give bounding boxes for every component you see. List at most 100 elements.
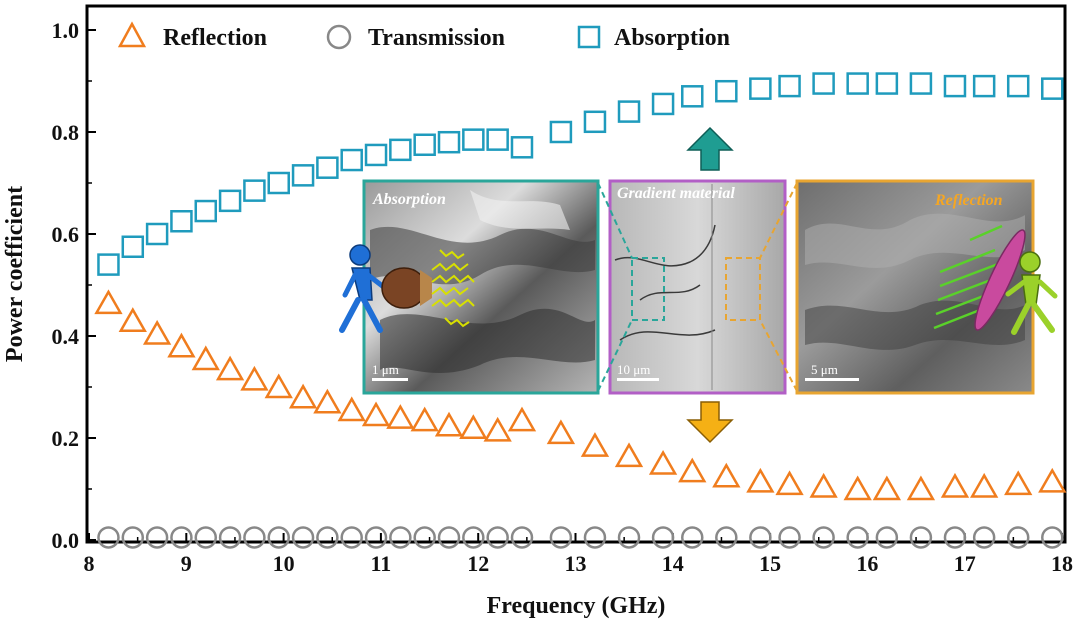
transmission-point [583, 526, 607, 549]
reflection-point [459, 414, 488, 440]
transmission-point [875, 526, 899, 549]
y-tick-label: 0.2 [52, 426, 80, 451]
absorption-point [812, 72, 835, 95]
transmission-point [1041, 526, 1064, 549]
y-tick-label: 0.6 [52, 222, 80, 247]
legend-label-transmission: Transmission [368, 25, 505, 51]
inset-connectors [597, 182, 798, 392]
absorption-point [715, 79, 738, 103]
y-axis-title: Power coefficient [2, 186, 28, 362]
y-tick-label: 0.0 [52, 528, 80, 553]
transmission-point [437, 526, 461, 549]
horn-icon [381, 267, 432, 309]
y-tick-label: 1.0 [52, 18, 80, 43]
legend-label-reflection: Reflection [163, 25, 267, 51]
x-tick-label: 15 [759, 551, 781, 576]
reflection-point [507, 406, 537, 432]
reflection-point [142, 319, 172, 345]
absorption-point [749, 77, 772, 100]
absorption-point [364, 143, 388, 167]
absorption-point [510, 136, 534, 159]
absorption-point [1041, 77, 1064, 100]
transmission-point [943, 526, 967, 549]
up-arrow-icon [686, 126, 734, 171]
reflection-point [94, 289, 123, 315]
transmission-point [972, 526, 996, 549]
reflection-point [546, 419, 576, 445]
series-layer [94, 72, 1067, 549]
transmission-point [651, 526, 675, 549]
inset-panel-absorption-title: Absorption [372, 191, 446, 208]
absorption-point [413, 133, 436, 156]
inset-panel-gradient-title: Gradient material [617, 185, 735, 202]
x-tick-label: 14 [662, 551, 684, 576]
reflection-point [483, 416, 512, 442]
absorption-point [243, 179, 266, 202]
absorption-point [389, 138, 412, 162]
transmission-point [218, 526, 242, 549]
inset-panel-reflection: Reflection 5 μm [795, 179, 1058, 395]
x-tick-label: 12 [467, 551, 489, 576]
absorption-point [972, 74, 996, 98]
reflection-point [386, 404, 415, 429]
transmission-point [1006, 526, 1030, 549]
reflection-point [746, 467, 775, 493]
transmission-point [170, 526, 193, 549]
absorption-point [778, 74, 801, 98]
absorption-point [617, 100, 641, 123]
inset-panel-reflection-title: Reflection [934, 192, 1003, 209]
x-tick-label: 9 [181, 551, 192, 576]
absorption-point [875, 72, 899, 95]
transmission-point [846, 526, 869, 549]
transmission-point [549, 526, 573, 549]
y-axis: 0.0 0.2 0.4 0.6 0.8 1.0 [52, 18, 96, 553]
absorption-point [97, 253, 120, 276]
inset-panel-gradient: Gradient material 10 μm [608, 179, 787, 395]
reflection-point [361, 401, 391, 427]
absorption-point [121, 235, 145, 258]
legend-square-icon [577, 25, 601, 49]
reflection-point [614, 442, 644, 468]
absorption-point [462, 128, 485, 151]
absorption-point [943, 74, 967, 98]
reflector-icon [974, 229, 1026, 331]
y-tick-label: 0.4 [52, 324, 80, 349]
reflection-point [1004, 470, 1033, 496]
reflection-point [678, 457, 707, 483]
absorption-point [1006, 74, 1030, 98]
absorption-point [846, 72, 869, 95]
transmission-point [243, 526, 266, 549]
x-tick-label: 8 [84, 551, 95, 576]
reflection-point [843, 475, 872, 501]
reflection-point [313, 388, 342, 414]
absorption-point [267, 171, 290, 195]
transmission-point [340, 526, 363, 549]
x-tick-label: 16 [856, 551, 878, 576]
reflection-point [264, 373, 293, 399]
transmission-point [97, 526, 120, 549]
legend: Reflection Transmission Absorption [117, 21, 730, 51]
reflection-point [580, 432, 610, 457]
inset-figure: Absorption 1 μm [339, 126, 1058, 444]
x-tick-label: 18 [1051, 551, 1073, 576]
series-reflection [94, 289, 1067, 501]
transmission-point [812, 526, 835, 549]
y-tick-label: 0.8 [52, 120, 80, 145]
reflection-point [215, 355, 245, 381]
person-icon [1005, 251, 1058, 335]
legend-item-absorption: Absorption [577, 25, 730, 51]
reflection-point [337, 396, 366, 422]
x-axis: 8 9 10 11 12 13 14 15 16 17 18 [84, 533, 1073, 576]
series-absorption [97, 72, 1064, 276]
inset-panel-absorption-scale: 1 μm [372, 362, 399, 377]
legend-circle-icon [326, 24, 352, 50]
absorption-point [291, 164, 315, 187]
transmission-point [145, 526, 169, 549]
transmission-point [486, 526, 509, 549]
reflection-point [288, 383, 318, 409]
inset-panel-gradient-scale: 10 μm [617, 362, 650, 377]
absorption-point [340, 148, 363, 172]
absorption-point [145, 222, 169, 246]
reflection-point [809, 472, 838, 498]
